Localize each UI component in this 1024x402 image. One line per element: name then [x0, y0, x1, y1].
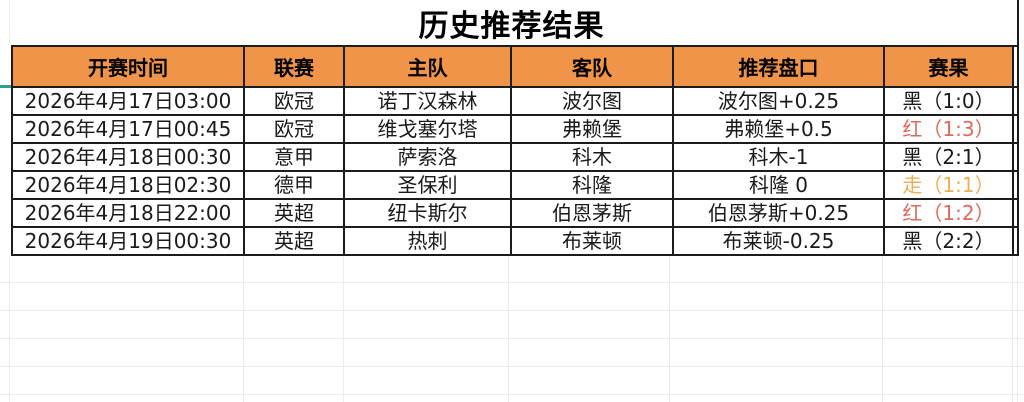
recommendation-table: 开赛时间 联赛 主队 客队 推荐盘口 赛果 2026年4月17日03:00 欧冠…: [11, 45, 1014, 256]
cell-result[interactable]: 红（1:2）: [883, 198, 1014, 228]
table-row: 2026年4月17日03:00 欧冠 诺丁汉森林 波尔图 波尔图+0.25 黑（…: [11, 86, 1014, 116]
cell-league[interactable]: 德甲: [243, 170, 345, 200]
cell-result[interactable]: 红（1:3）: [883, 114, 1014, 144]
cell-kickoff-time[interactable]: 2026年4月18日02:30: [11, 170, 245, 200]
table-row: 2026年4月18日00:30 意甲 萨索洛 科木 科木-1 黑（2:1）: [11, 142, 1014, 172]
next-column-row-line: [1012, 45, 1019, 47]
gridline: [1012, 256, 1013, 402]
col-header-league[interactable]: 联赛: [243, 45, 345, 88]
gridline: [0, 394, 1024, 395]
cell-handicap[interactable]: 科木-1: [672, 142, 885, 172]
cell-away-team[interactable]: 伯恩茅斯: [510, 198, 674, 228]
table-row: 2026年4月17日00:45 欧冠 维戈塞尔塔 弗赖堡 弗赖堡+0.5 红（1…: [11, 114, 1014, 144]
next-column-row-line: [1012, 198, 1019, 200]
cell-home-team[interactable]: 维戈塞尔塔: [343, 114, 512, 144]
gridline: [0, 338, 1024, 339]
cell-result[interactable]: 黑（2:1）: [883, 142, 1014, 172]
cell-kickoff-time[interactable]: 2026年4月18日00:30: [11, 142, 245, 172]
cell-league[interactable]: 意甲: [243, 142, 345, 172]
cell-home-team[interactable]: 纽卡斯尔: [343, 198, 512, 228]
cell-handicap[interactable]: 弗赖堡+0.5: [672, 114, 885, 144]
cell-league[interactable]: 英超: [243, 198, 345, 228]
gridline: [508, 256, 509, 402]
next-column-row-line: [1012, 254, 1019, 256]
next-column-row-line: [1012, 86, 1019, 88]
table-row: 2026年4月18日22:00 英超 纽卡斯尔 伯恩茅斯 伯恩茅斯+0.25 红…: [11, 198, 1014, 228]
gridline: [0, 282, 1024, 283]
gridline: [9, 256, 10, 402]
col-header-home-team[interactable]: 主队: [343, 45, 512, 88]
cell-home-team[interactable]: 热刺: [343, 226, 512, 256]
table-header-row: 开赛时间 联赛 主队 客队 推荐盘口 赛果: [11, 45, 1014, 88]
col-header-handicap[interactable]: 推荐盘口: [672, 45, 885, 88]
cell-away-team[interactable]: 波尔图: [510, 86, 674, 116]
cell-kickoff-time[interactable]: 2026年4月19日00:30: [11, 226, 245, 256]
cell-result[interactable]: 黑（1:0）: [883, 86, 1014, 116]
cell-kickoff-time[interactable]: 2026年4月17日00:45: [11, 114, 245, 144]
next-column-border: [1017, 0, 1019, 256]
cell-handicap[interactable]: 科隆 0: [672, 170, 885, 200]
frozen-row-indicator: [0, 85, 11, 88]
col-header-result[interactable]: 赛果: [883, 45, 1014, 88]
gridline: [1017, 256, 1018, 402]
cell-league[interactable]: 英超: [243, 226, 345, 256]
gridline: [0, 366, 1024, 367]
cell-home-team[interactable]: 萨索洛: [343, 142, 512, 172]
page-title: 历史推荐结果: [418, 8, 605, 44]
col-header-kickoff-time[interactable]: 开赛时间: [11, 45, 245, 88]
next-column-row-line: [1012, 170, 1019, 172]
cell-away-team[interactable]: 科隆: [510, 170, 674, 200]
table-row: 2026年4月18日02:30 德甲 圣保利 科隆 科隆 0 走（1:1）: [11, 170, 1014, 200]
next-column-row-line: [1012, 142, 1019, 144]
cell-handicap[interactable]: 布莱顿-0.25: [672, 226, 885, 256]
next-column-row-line: [1012, 226, 1019, 228]
table-row: 2026年4月19日00:30 英超 热刺 布莱顿 布莱顿-0.25 黑（2:2…: [11, 226, 1014, 256]
gridline: [243, 256, 244, 402]
gridline: [669, 256, 670, 402]
gridline: [9, 0, 10, 45]
cell-league[interactable]: 欧冠: [243, 86, 345, 116]
cell-home-team[interactable]: 诺丁汉森林: [343, 86, 512, 116]
cell-handicap[interactable]: 波尔图+0.25: [672, 86, 885, 116]
cell-away-team[interactable]: 布莱顿: [510, 226, 674, 256]
cell-away-team[interactable]: 科木: [510, 142, 674, 172]
gridline: [0, 310, 1024, 311]
cell-kickoff-time[interactable]: 2026年4月17日03:00: [11, 86, 245, 116]
gridline: [882, 256, 883, 402]
next-column-row-line: [1012, 114, 1019, 116]
col-header-away-team[interactable]: 客队: [510, 45, 674, 88]
cell-home-team[interactable]: 圣保利: [343, 170, 512, 200]
gridline: [343, 256, 344, 402]
cell-league[interactable]: 欧冠: [243, 114, 345, 144]
cell-result[interactable]: 黑（2:2）: [883, 226, 1014, 256]
cell-result[interactable]: 走（1:1）: [883, 170, 1014, 200]
cell-handicap[interactable]: 伯恩茅斯+0.25: [672, 198, 885, 228]
cell-kickoff-time[interactable]: 2026年4月18日22:00: [11, 198, 245, 228]
cell-away-team[interactable]: 弗赖堡: [510, 114, 674, 144]
